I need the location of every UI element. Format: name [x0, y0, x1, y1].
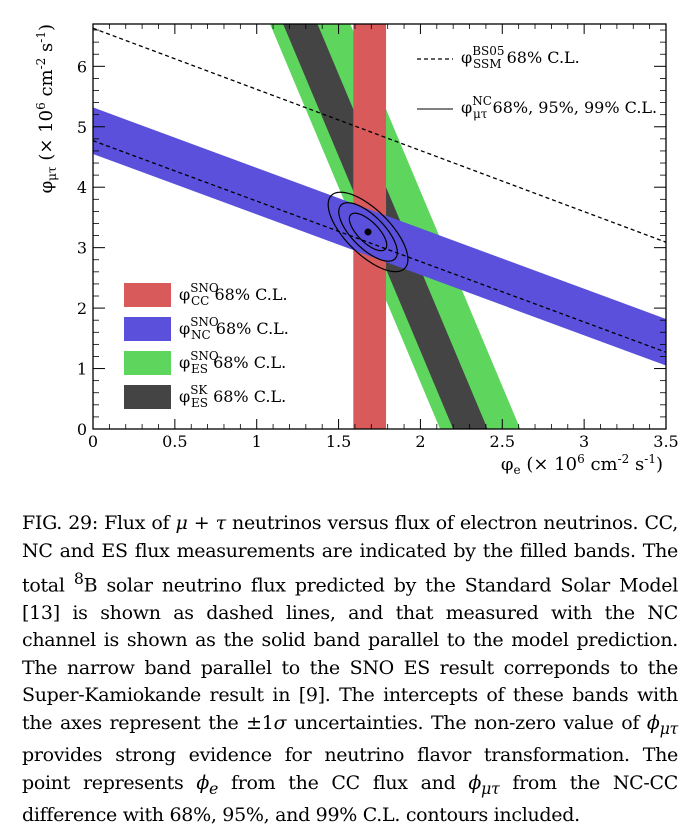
nc-contour-2: [338, 202, 398, 262]
y-tick-label: 3: [77, 239, 87, 258]
nc-band: [93, 107, 666, 366]
flux-chart: 0 0.5 1 1.5 2 2.5 3 3.5 0 1 2 3 4 5 6 φBS05 SSM 68% C.L…: [34, 23, 679, 477]
x-tick-label: 2: [415, 432, 425, 451]
legend-swatch-nc: [124, 317, 171, 341]
y-tick-label: 4: [77, 178, 87, 197]
y-tick-label: 2: [77, 299, 87, 318]
ssm-line-2: [93, 140, 666, 353]
x-tick-label: 0: [88, 432, 98, 451]
legend-swatch-sk: [124, 385, 171, 409]
legend-swatch-cc: [124, 283, 171, 307]
y-tick-label: 6: [77, 57, 87, 76]
x-tick-label: 1.5: [326, 432, 351, 451]
legend-label-es: φSNO ES 68% C.L.: [179, 349, 286, 376]
x-tick-label: 3: [579, 432, 589, 451]
figure-caption: FIG. 29: Flux of μ + τ neutrinos versus …: [22, 512, 679, 826]
y-tick-label: 0: [77, 420, 87, 439]
legend-swatch-es: [124, 351, 171, 375]
x-tick-label: 2.5: [490, 432, 515, 451]
nc-contour-1: [348, 212, 388, 252]
x-tick-label: 1: [252, 432, 262, 451]
legend-label-sk: φSK ES 68% C.L.: [179, 383, 286, 410]
y-axis-title: φμτ (× 106 cm-2 s-1): [34, 24, 59, 193]
y-tick-label: 1: [77, 360, 87, 379]
best-fit-point: [364, 228, 372, 236]
x-tick-label: 3.5: [653, 432, 678, 451]
y-tick-label: 5: [77, 118, 87, 137]
x-tick-label: 0.5: [162, 432, 187, 451]
x-axis-title: φe (× 106 cm-2 s-1): [501, 452, 663, 477]
ssm-line-1: [93, 27, 666, 243]
legend-label-nc_contour: φNC μτ 68%, 95%, 99% C.L.: [461, 94, 657, 121]
legend-label-nc: φSNO NC 68% C.L.: [179, 315, 289, 342]
plot-frame: [92, 23, 667, 430]
legend-label-ssm: φBS05 SSM 68% C.L.: [461, 44, 580, 71]
legend-label-cc: φSNO CC 68% C.L.: [179, 281, 288, 308]
nc-contour-3: [327, 191, 409, 273]
figure-label: FIG. 29:: [22, 512, 98, 534]
